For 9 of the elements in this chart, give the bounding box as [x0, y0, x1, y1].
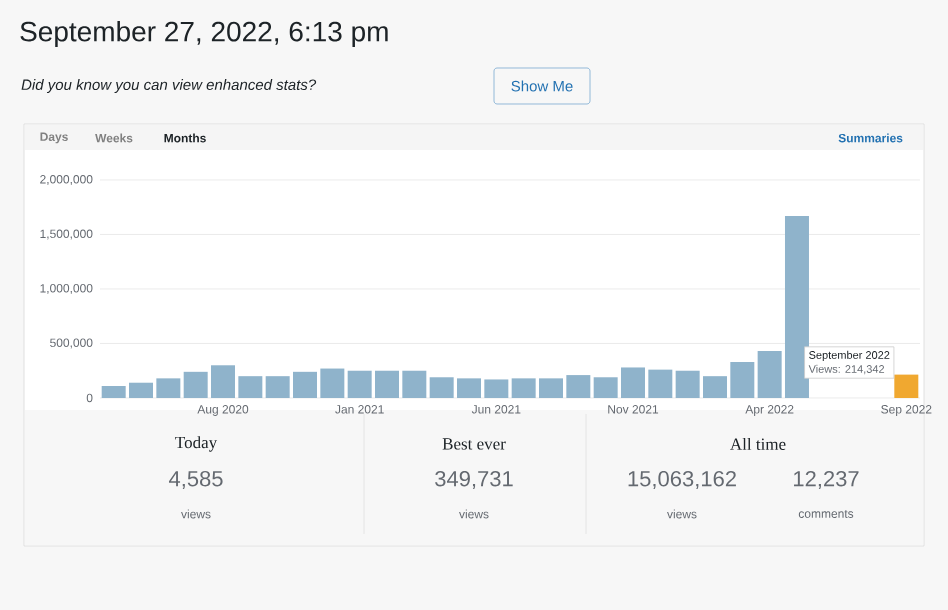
text: Best ever [442, 438, 506, 450]
text: All time [730, 438, 786, 450]
text: 349,731 [435, 470, 513, 490]
chart-title: September 27, 2022, 6:13 pm [20, 20, 388, 48]
text: 15,063,162 [628, 470, 736, 490]
text: 12,237 [794, 470, 859, 490]
text: 4,585 [168, 470, 223, 490]
bar [894, 374, 919, 398]
text: Today [175, 436, 218, 452]
